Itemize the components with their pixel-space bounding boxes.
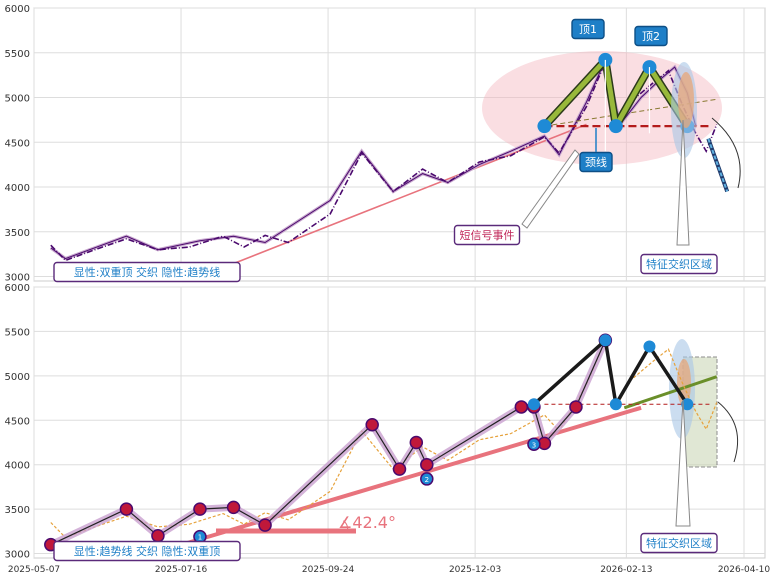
pivot-marker [420, 472, 434, 486]
trend-path-point [365, 417, 379, 432]
plot-frame [33, 286, 766, 559]
double-top-point [599, 334, 612, 347]
trend-path-point [193, 502, 207, 516]
price-line [50, 58, 697, 260]
green-line [623, 375, 718, 410]
feature-zone-label-box [640, 253, 718, 275]
trend-path-point [151, 529, 165, 543]
double-top-point [643, 340, 656, 353]
trend-path-point [420, 457, 434, 472]
x-tick-label: 2025-05-07 [8, 565, 60, 575]
y-tick-label: 5000 [5, 94, 30, 105]
pivot-label: 1 [198, 534, 202, 542]
top1-label-box [571, 18, 605, 40]
x-tick-label: 2025-12-03 [449, 565, 501, 575]
top2-label: 顶2 [642, 30, 660, 43]
double-top-point [681, 398, 694, 411]
x-tick-label: 2025-09-24 [302, 565, 355, 575]
double-top-point [527, 398, 540, 411]
neckline-label: 颈线 [585, 155, 607, 169]
y-tick-label: 3000 [5, 550, 30, 561]
y-tick-label: 4500 [5, 138, 30, 149]
feature-zone-label-box [640, 532, 718, 554]
top2-label-box [634, 25, 668, 47]
bottom-panel: 3000 3500 4000 4500 5000 5500 6000 2025-05-07 20… [5, 283, 771, 575]
double-top-point [537, 119, 552, 134]
plot-frame [33, 7, 766, 282]
trend-path-point [514, 400, 529, 414]
y-tick-label: 3500 [5, 505, 30, 516]
feature-zone-inner [678, 72, 694, 128]
double-top-point [609, 398, 622, 411]
short-signal-label-box [453, 224, 521, 246]
feature-zone-label: 特征交织区域 [646, 536, 712, 550]
short-signal-arrow [521, 149, 580, 229]
forecast-curve [711, 117, 741, 189]
top1-label: 顶1 [579, 23, 597, 36]
x-tick-label: 2025-07-16 [155, 565, 208, 575]
neckline-label-box [579, 151, 613, 173]
y-tick-label: 3000 [5, 273, 30, 284]
bottom-legend-box [53, 540, 241, 562]
x-tick-label: 2026-04-10 [718, 565, 771, 575]
top-legend-box [53, 261, 241, 283]
bottom-legend: 显性:趋势线 交织 隐性:双重顶 [74, 544, 220, 558]
trend-path-point [409, 435, 424, 450]
y-tick-label: 5500 [5, 327, 30, 338]
top-panel: 3000 3500 4000 4500 5000 5500 6000 顶1 顶2 颈线短信号事件特… [5, 4, 766, 284]
angle-label: ∡42.4° [338, 513, 396, 532]
y-tick-label: 5000 [5, 372, 30, 383]
trend-path-point [119, 502, 134, 516]
trend-path-point [258, 518, 272, 532]
pivot-marker [527, 437, 541, 452]
short-signal-label: 短信号事件 [460, 228, 515, 242]
feature-zone-arrow [675, 399, 691, 527]
trend-path-point [226, 500, 241, 515]
y-tick-label: 6000 [5, 4, 30, 15]
y-tick-label: 6000 [5, 283, 30, 294]
trend-path-point [392, 462, 407, 476]
feature-zone-arrow [676, 119, 690, 246]
feature-curve [717, 401, 739, 463]
pivot-label: 3 [532, 441, 536, 449]
y-tick-label: 4000 [5, 183, 30, 194]
pivot-label: 2 [425, 476, 429, 484]
double-top-point [608, 119, 623, 134]
double-top-point [598, 52, 613, 67]
y-tick-label: 4000 [5, 461, 30, 472]
trend-path-point [569, 400, 583, 414]
y-tick-label: 4500 [5, 416, 30, 427]
x-tick-label: 2026-02-13 [600, 565, 652, 575]
top-legend: 显性:双重顶 交织 隐性:趋势线 [74, 265, 220, 279]
y-tick-label: 5500 [5, 49, 30, 60]
forecast-arrow [707, 138, 729, 192]
y-tick-label: 3500 [5, 228, 30, 239]
feature-zone-label: 特征交织区域 [646, 257, 712, 271]
